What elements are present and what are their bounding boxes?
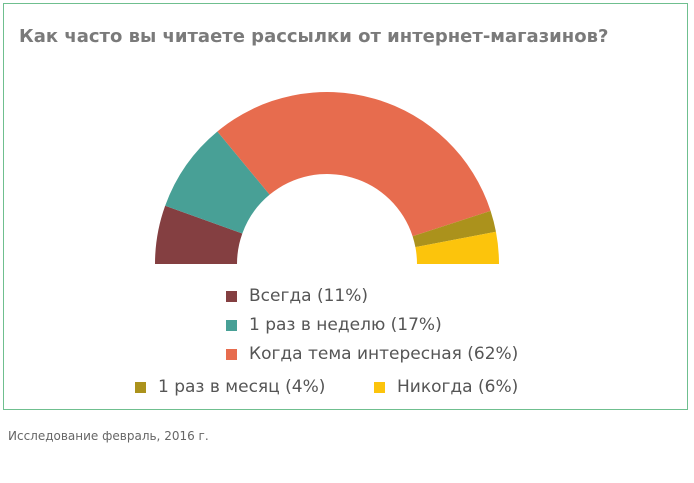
footnote: Исследование февраль, 2016 г. xyxy=(8,429,209,443)
legend-swatch-2 xyxy=(226,348,237,360)
chart-frame xyxy=(3,3,688,410)
legend-swatch-1 xyxy=(226,319,237,331)
legend-swatch-3 xyxy=(135,381,146,393)
legend-label-2: Когда тема интересная (62%) xyxy=(249,344,519,364)
slice-3 xyxy=(412,210,496,248)
slice-2 xyxy=(217,92,491,237)
legend-swatch-4 xyxy=(374,381,385,393)
legend-item-1: 1 раз в неделю (17%) xyxy=(226,315,442,335)
legend-label-3: 1 раз в месяц (4%) xyxy=(158,377,326,397)
slice-4 xyxy=(415,231,499,264)
legend-item-3: 1 раз в месяц (4%) xyxy=(135,377,325,397)
legend-item-4: Никогда (6%) xyxy=(374,377,518,397)
legend-label-0: Всегда (11%) xyxy=(249,286,369,306)
chart-title: Как часто вы читаете рассылки от интерне… xyxy=(19,26,609,47)
legend-label-1: 1 раз в неделю (17%) xyxy=(249,315,442,335)
legend-item-0: Всегда (11%) xyxy=(226,286,368,306)
legend-swatch-0 xyxy=(226,290,237,302)
legend-label-4: Никогда (6%) xyxy=(397,377,519,397)
slice-0 xyxy=(155,205,243,264)
slice-1 xyxy=(165,131,270,234)
legend-item-2: Когда тема интересная (62%) xyxy=(226,344,518,364)
